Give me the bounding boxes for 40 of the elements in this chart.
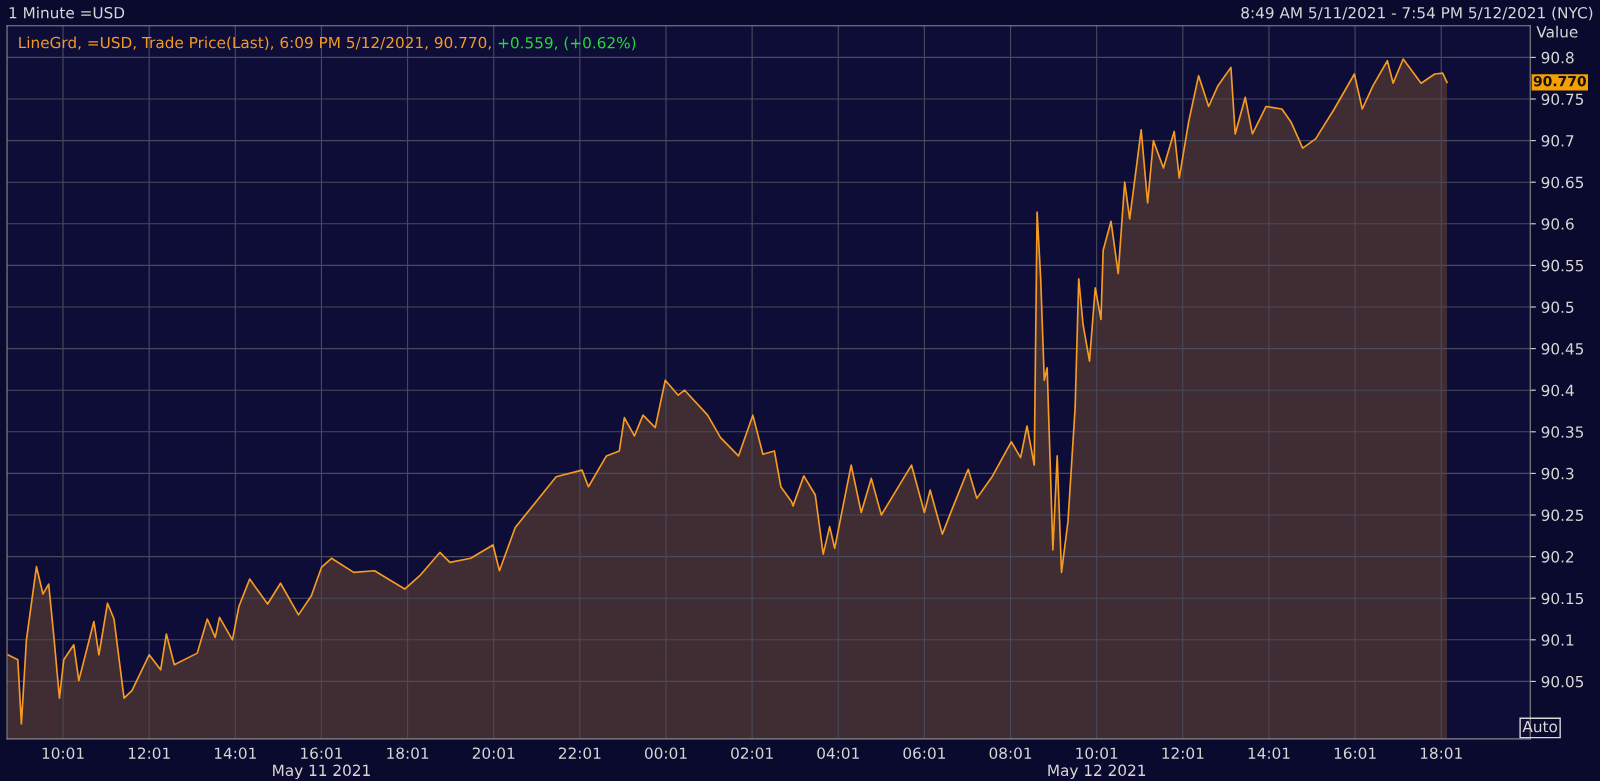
x-tick-label: 12:01 bbox=[128, 747, 170, 759]
y-tick-label: 90.6 bbox=[1541, 218, 1574, 230]
y-tick-label: 90.2 bbox=[1541, 551, 1574, 563]
text: 8:49 AM 5/11/2021 - 7:54 PM 5/12/2021 (NYC) bbox=[1241, 6, 1593, 21]
y-tick-label: 90.15 bbox=[1541, 592, 1584, 605]
x-tick-label: 14:01 bbox=[1248, 747, 1290, 759]
y-tick-label: 90.45 bbox=[1541, 343, 1584, 355]
y-tick-label: 90.05 bbox=[1541, 675, 1584, 688]
text: 90.770 bbox=[1533, 75, 1586, 87]
y-tick-label: 90.75 bbox=[1541, 93, 1584, 106]
x-tick-label: 06:01 bbox=[903, 747, 946, 759]
annotation: +0.559, (+0.62%) bbox=[498, 36, 636, 51]
y-tick-label: 90.7 bbox=[1541, 135, 1574, 147]
x-tick-label: 10:01 May 12 2021 bbox=[1048, 747, 1146, 780]
y-tick-label: 90.3 bbox=[1541, 467, 1574, 480]
x-tick-label: 16:01 bbox=[1334, 747, 1376, 759]
x-tick-label: 08:01 bbox=[989, 747, 1032, 759]
x-tick-label: 02:01 bbox=[731, 747, 773, 759]
x-tick-label: 16:01 May 11 2021 bbox=[273, 747, 370, 780]
x-tick-label: 00:01 bbox=[644, 747, 687, 759]
x-tick-label: 12:01 bbox=[1162, 747, 1204, 759]
y-tick-label: 90.35 bbox=[1541, 426, 1584, 438]
y-tick-label: 90.55 bbox=[1541, 259, 1584, 272]
y-tick-label: 90.1 bbox=[1541, 634, 1574, 646]
x-tick-label: 10:01 bbox=[42, 747, 84, 759]
x-tick-label: 14:01 bbox=[214, 747, 256, 759]
text: LineGrd, =USD, Trade Price(Last), 6:09 PM 5/12/2021, 90.770, bbox=[19, 36, 491, 51]
x-tick-label: 18:01 bbox=[1420, 747, 1462, 759]
chart-title: 1 Minute =USD bbox=[9, 6, 125, 19]
x-tick-label: 04:01 bbox=[817, 747, 859, 759]
annotation: Auto bbox=[1522, 720, 1558, 733]
y-tick-label: 90.25 bbox=[1541, 509, 1584, 522]
y-tick-label: 90.5 bbox=[1541, 301, 1574, 314]
y-tick-label: 90.8 bbox=[1541, 51, 1574, 64]
y-axis-title: Value bbox=[1536, 25, 1578, 38]
y-tick-label: 90.65 bbox=[1541, 176, 1584, 189]
y-tick-label: 90.4 bbox=[1541, 384, 1574, 397]
x-tick-label: 18:01 bbox=[387, 747, 429, 759]
x-tick-label: 20:01 bbox=[472, 747, 515, 759]
x-tick-label: 22:01 bbox=[558, 747, 601, 759]
